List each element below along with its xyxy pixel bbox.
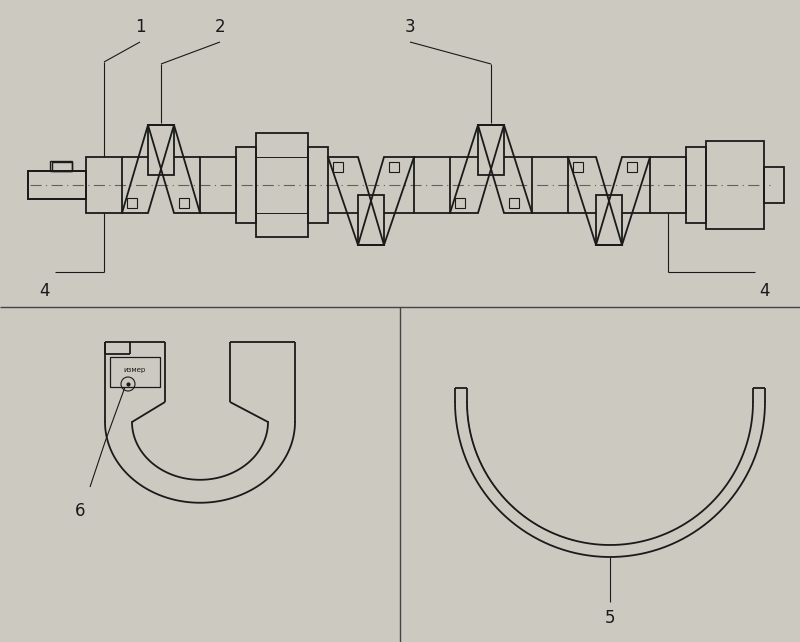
- Bar: [236, 147, 256, 223]
- Bar: [148, 125, 174, 175]
- Bar: [650, 157, 686, 213]
- Bar: [52, 162, 72, 171]
- Bar: [596, 195, 622, 245]
- Bar: [50, 161, 72, 171]
- Bar: [358, 195, 384, 245]
- Bar: [389, 162, 399, 172]
- Bar: [573, 162, 583, 172]
- Bar: [127, 198, 137, 208]
- Bar: [333, 162, 343, 172]
- Bar: [28, 171, 86, 199]
- Bar: [706, 141, 764, 229]
- Bar: [509, 198, 519, 208]
- Bar: [686, 147, 706, 223]
- Bar: [478, 125, 504, 175]
- Bar: [179, 198, 189, 208]
- Bar: [86, 157, 122, 213]
- Bar: [532, 157, 568, 213]
- Bar: [764, 167, 784, 203]
- Bar: [28, 171, 86, 199]
- Text: 1: 1: [134, 18, 146, 36]
- Text: 3: 3: [405, 18, 415, 36]
- Text: измер: измер: [124, 367, 146, 373]
- Bar: [455, 198, 465, 208]
- Bar: [627, 162, 637, 172]
- Bar: [308, 147, 328, 223]
- Bar: [414, 157, 450, 213]
- Text: 2: 2: [214, 18, 226, 36]
- Bar: [256, 133, 308, 237]
- Bar: [110, 357, 160, 387]
- Text: 6: 6: [74, 502, 86, 520]
- Text: 4: 4: [40, 282, 50, 300]
- Bar: [200, 157, 236, 213]
- Text: 5: 5: [605, 609, 615, 627]
- Text: 4: 4: [760, 282, 770, 300]
